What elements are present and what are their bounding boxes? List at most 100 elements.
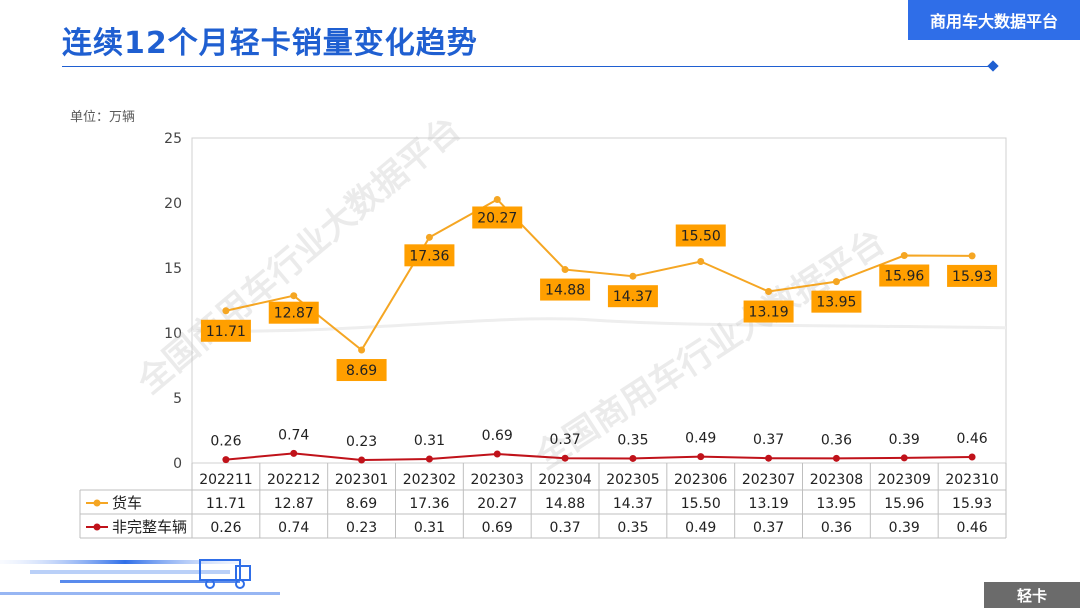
data-label-box	[607, 285, 658, 308]
data-label-box	[675, 224, 726, 247]
table-cell-truck: 11.71	[206, 496, 246, 512]
table-cell-truck: 13.95	[816, 496, 856, 512]
data-label-box	[540, 278, 591, 301]
data-label-truck: 15.96	[884, 269, 924, 285]
category-label: 202307	[742, 472, 795, 488]
point-incomplete	[968, 453, 976, 461]
data-label-truck: 13.95	[816, 295, 856, 311]
table-cell-truck: 8.69	[346, 496, 377, 512]
data-label-box	[268, 301, 319, 324]
table-cell-incomplete: 0.49	[685, 520, 716, 536]
data-label-incomplete: 0.49	[685, 431, 716, 447]
unit-label: 单位：万辆	[70, 110, 136, 125]
data-label-truck: 15.50	[681, 229, 721, 245]
data-label-box	[947, 264, 998, 287]
table-cell-incomplete: 0.37	[753, 520, 784, 536]
data-label-truck: 8.69	[346, 363, 377, 379]
data-label-box	[879, 264, 930, 287]
category-label: 202308	[810, 472, 863, 488]
series-line-incomplete	[225, 452, 973, 462]
data-label-incomplete: 0.31	[414, 433, 445, 449]
point-truck	[697, 258, 705, 265]
point-truck	[222, 307, 230, 315]
y-tick-label: 0	[173, 456, 182, 472]
title-underline	[62, 66, 994, 67]
background-trend	[191, 317, 1007, 333]
table-cell-truck: 15.50	[681, 496, 721, 512]
data-label-truck: 15.93	[952, 269, 992, 285]
data-label-incomplete: 0.39	[889, 432, 920, 448]
category-label: 202304	[538, 472, 592, 488]
table-cell-truck: 12.87	[274, 496, 314, 512]
point-incomplete	[561, 454, 569, 462]
data-label-truck: 20.27	[477, 210, 517, 226]
table-cell-incomplete: 0.46	[956, 520, 987, 536]
data-label-incomplete: 0.37	[753, 432, 784, 448]
point-truck	[968, 252, 976, 260]
category-label: 202302	[403, 472, 456, 488]
category-label: 202310	[945, 472, 998, 488]
y-tick-label: 25	[164, 131, 182, 147]
point-incomplete	[290, 449, 298, 457]
table-cell-truck: 15.93	[952, 496, 992, 512]
table-cell-incomplete: 0.23	[346, 520, 377, 536]
data-label-box	[200, 319, 251, 342]
category-label: 202306	[674, 472, 728, 488]
table-cell-truck: 13.19	[749, 496, 789, 512]
table-cell-incomplete: 0.36	[821, 520, 852, 536]
data-label-box	[472, 206, 523, 229]
data-label-truck: 11.71	[206, 324, 246, 340]
table-cell-truck: 15.96	[884, 496, 924, 512]
data-label-incomplete: 0.46	[956, 431, 987, 447]
data-label-box	[336, 359, 387, 382]
point-incomplete	[493, 450, 501, 458]
data-label-box	[404, 244, 455, 267]
series-line-truck	[225, 198, 973, 352]
data-label-truck: 14.88	[545, 283, 585, 299]
point-incomplete	[629, 454, 637, 462]
point-incomplete	[832, 454, 840, 462]
data-label-incomplete: 0.69	[482, 428, 513, 444]
y-tick-label: 20	[164, 196, 182, 212]
point-incomplete	[900, 454, 908, 462]
page-title: 连续12个月轻卡销量变化趋势	[62, 26, 478, 61]
data-label-incomplete: 0.23	[346, 434, 377, 450]
brand-badge: 商用车大数据平台	[908, 0, 1080, 40]
data-label-incomplete: 0.36	[821, 432, 852, 448]
legend-marker-truck	[93, 499, 101, 507]
table-cell-incomplete: 0.69	[482, 520, 513, 536]
category-label: 202305	[606, 472, 659, 488]
truck-decoration-icon	[0, 559, 280, 595]
legend-label-truck: 货车	[112, 494, 142, 512]
point-incomplete	[697, 453, 705, 461]
data-label-box	[743, 300, 794, 323]
legend-label-incomplete: 非完整车辆	[112, 518, 187, 536]
category-label: 202301	[335, 472, 388, 488]
data-label-incomplete: 0.74	[278, 427, 309, 443]
legend-marker-incomplete	[93, 523, 101, 531]
data-label-truck: 14.37	[613, 289, 653, 305]
point-incomplete	[765, 454, 773, 462]
table-cell-incomplete: 0.26	[210, 520, 241, 536]
table-cell-incomplete: 0.74	[278, 520, 309, 536]
point-truck	[561, 266, 569, 274]
table-cell-truck: 14.37	[613, 496, 653, 512]
table-cell-incomplete: 0.39	[889, 520, 920, 536]
data-label-incomplete: 0.26	[210, 434, 241, 450]
category-label: 202303	[471, 472, 524, 488]
data-label-truck: 13.19	[749, 305, 789, 321]
y-tick-label: 5	[173, 391, 182, 407]
point-truck	[493, 195, 501, 203]
data-label-box	[811, 290, 862, 313]
data-label-incomplete: 0.37	[549, 432, 580, 448]
point-incomplete	[222, 456, 230, 464]
table-cell-incomplete: 0.37	[549, 520, 580, 536]
point-incomplete	[425, 455, 433, 463]
table-cell-truck: 17.36	[409, 496, 449, 512]
category-label: 202309	[878, 472, 931, 488]
point-incomplete	[358, 456, 366, 464]
table-cell-truck: 14.88	[545, 496, 585, 512]
point-truck	[290, 292, 298, 300]
category-tag: 轻卡	[984, 582, 1080, 608]
